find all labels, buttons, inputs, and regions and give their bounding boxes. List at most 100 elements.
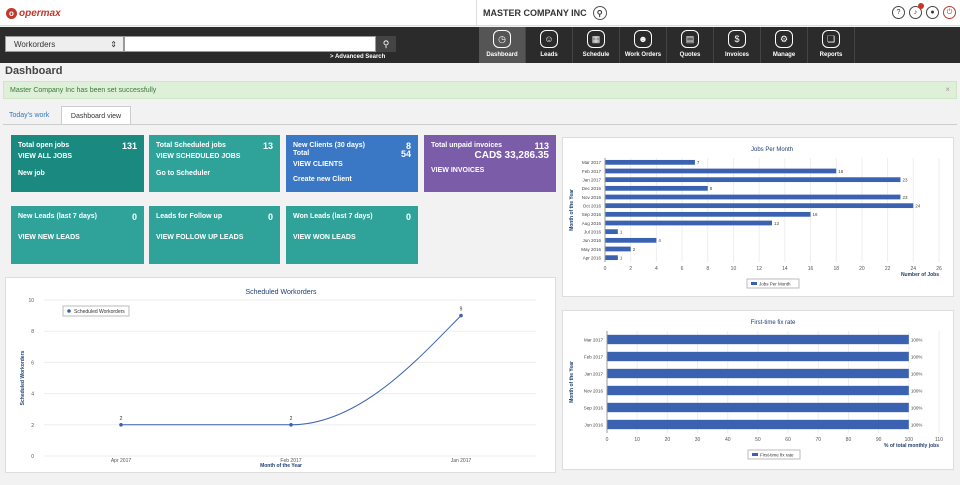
y-tick-label: 4: [31, 392, 34, 398]
search-icon[interactable]: ⚲: [592, 6, 607, 20]
data-label: 23: [902, 177, 908, 182]
tab-label: Dashboard: [486, 52, 518, 58]
data-label: 100%: [911, 388, 923, 393]
view-all-jobs-link[interactable]: VIEW ALL JOBS: [18, 153, 73, 160]
view-scheduled-jobs-link[interactable]: VIEW SCHEDULED JOBS: [156, 153, 241, 160]
bar: [605, 177, 901, 183]
legend-marker: [67, 309, 71, 313]
y-tick-label: Jan 2017: [584, 371, 603, 376]
y-tick-label: Jul 2016: [584, 229, 602, 234]
tile-value: 131: [121, 141, 137, 151]
bar: [605, 168, 837, 174]
tile-value: 0: [267, 212, 273, 222]
page-title: Dashboard: [5, 65, 63, 77]
bar: [605, 220, 772, 226]
x-tick-label: Feb 2017: [280, 458, 301, 464]
advanced-search-link[interactable]: > Advanced Search: [330, 54, 386, 60]
bar: [605, 185, 708, 191]
bell-icon[interactable]: ♪: [909, 3, 924, 19]
data-label: 8: [710, 186, 713, 191]
x-tick-label: 14: [782, 266, 788, 272]
data-label: 24: [915, 203, 921, 208]
x-tick-label: 50: [755, 437, 761, 443]
tab-todays-work[interactable]: Today's work: [9, 112, 50, 119]
x-tick-label: 22: [885, 266, 891, 272]
view-followup-leads-link[interactable]: VIEW FOLLOW UP LEADS: [156, 234, 244, 241]
tab-work-orders[interactable]: ☻ Work Orders: [620, 27, 667, 63]
go-to-scheduler-link[interactable]: Go to Scheduler: [156, 170, 211, 177]
x-tick-label: 26: [936, 266, 942, 272]
legend-marker: [751, 282, 757, 285]
user-icon[interactable]: ●: [926, 6, 939, 19]
tab-label: Leads: [540, 52, 558, 58]
tab-quotes[interactable]: ▤ Quotes: [667, 27, 714, 63]
help-icon[interactable]: ?: [892, 6, 905, 19]
company-selector[interactable]: MASTER COMPANY INC ⚲: [476, 0, 960, 26]
x-axis-label: Number of Jobs: [901, 272, 939, 278]
document-icon: ▤: [681, 30, 699, 48]
tab-schedule[interactable]: ▦ Schedule: [573, 27, 620, 63]
jobs-per-month-panel: Jobs Per Month 0 2 4 6 8 10 12 14 16 18 20 22 24 26 Mar…: [562, 137, 954, 297]
view-new-leads-link[interactable]: VIEW NEW LEADS: [18, 234, 80, 241]
logo-text: opermax: [19, 7, 61, 19]
tile-label: New Clients (30 days): [293, 142, 365, 149]
tab-dashboard-view[interactable]: Dashboard view: [61, 106, 131, 125]
tab-label: Manage: [772, 52, 796, 58]
x-tick-label: 100: [905, 437, 914, 443]
tile-open-jobs: Total open jobs 131 VIEW ALL JOBS New job: [11, 135, 144, 192]
company-name: MASTER COMPANY INC: [483, 8, 587, 18]
y-tick-label: May 2016: [581, 247, 601, 252]
top-bar: o opermax MASTER COMPANY INC ⚲ ? ♪ ● ⏻: [0, 0, 960, 26]
data-label: 2: [290, 416, 293, 422]
tile-label: Total unpaid invoices: [431, 142, 503, 149]
x-tick-label: 110: [935, 437, 943, 443]
data-label: 16: [813, 212, 819, 217]
alert-text: Master Company Inc has been set successf…: [10, 86, 157, 94]
power-icon[interactable]: ⏻: [943, 6, 956, 19]
x-tick-label: 24: [911, 266, 917, 272]
legend-box: [747, 449, 801, 460]
tile-value-total: 54: [400, 149, 411, 159]
y-axis-label: Month of the Year: [569, 361, 575, 403]
x-tick-label: 0: [604, 266, 607, 272]
view-won-leads-link[interactable]: VIEW WON LEADS: [293, 234, 356, 241]
x-tick-label: 90: [876, 437, 882, 443]
tab-dashboard[interactable]: ◷ Dashboard: [479, 27, 526, 63]
tile-label: Total Scheduled jobs: [156, 142, 226, 149]
view-clients-link[interactable]: VIEW CLIENTS: [293, 161, 343, 168]
tile-scheduled-jobs: Total Scheduled jobs 13 VIEW SCHEDULED JO…: [149, 135, 280, 192]
search-type-select[interactable]: Workorders ⇕: [5, 36, 124, 52]
new-job-link[interactable]: New job: [18, 170, 45, 177]
view-invoices-link[interactable]: VIEW INVOICES: [431, 167, 485, 174]
data-label: 100%: [911, 422, 923, 427]
search-button[interactable]: ⚲: [376, 36, 396, 52]
y-tick-label: Mar 2017: [582, 160, 602, 165]
y-tick-label: Sep 2016: [584, 405, 604, 410]
logo[interactable]: o opermax: [6, 6, 61, 20]
series-line: [121, 315, 462, 426]
data-point: [119, 423, 123, 427]
search-icon: ⚲: [382, 38, 390, 49]
y-tick-label: 0: [31, 454, 34, 460]
bar: [605, 159, 695, 165]
tile-value: 113: [534, 141, 549, 151]
close-icon[interactable]: ×: [945, 85, 950, 94]
x-tick-label: 80: [846, 437, 852, 443]
tab-invoices[interactable]: $ Invoices: [714, 27, 761, 63]
tab-reports[interactable]: ❏ Reports: [808, 27, 855, 63]
legend-label: Scheduled Workorders: [74, 309, 125, 315]
y-tick-label: 10: [28, 298, 34, 304]
success-alert: Master Company Inc has been set successf…: [3, 81, 957, 99]
x-tick-label: 2: [629, 266, 632, 272]
x-tick-label: 20: [665, 437, 671, 443]
notification-badge: [918, 3, 924, 9]
x-tick-label: 10: [634, 437, 640, 443]
y-tick-label: Mar 2017: [584, 337, 604, 342]
search-input[interactable]: [124, 36, 376, 52]
tab-manage[interactable]: ⚙ Manage: [761, 27, 808, 63]
bar: [607, 419, 909, 430]
tile-followup-leads: Leads for Follow up 0 VIEW FOLLOW UP LEAD…: [149, 206, 280, 264]
tab-leads[interactable]: ☺ Leads: [526, 27, 573, 63]
create-client-link[interactable]: Create new Client: [293, 176, 352, 183]
legend-label: First-time fix rate: [760, 453, 794, 458]
